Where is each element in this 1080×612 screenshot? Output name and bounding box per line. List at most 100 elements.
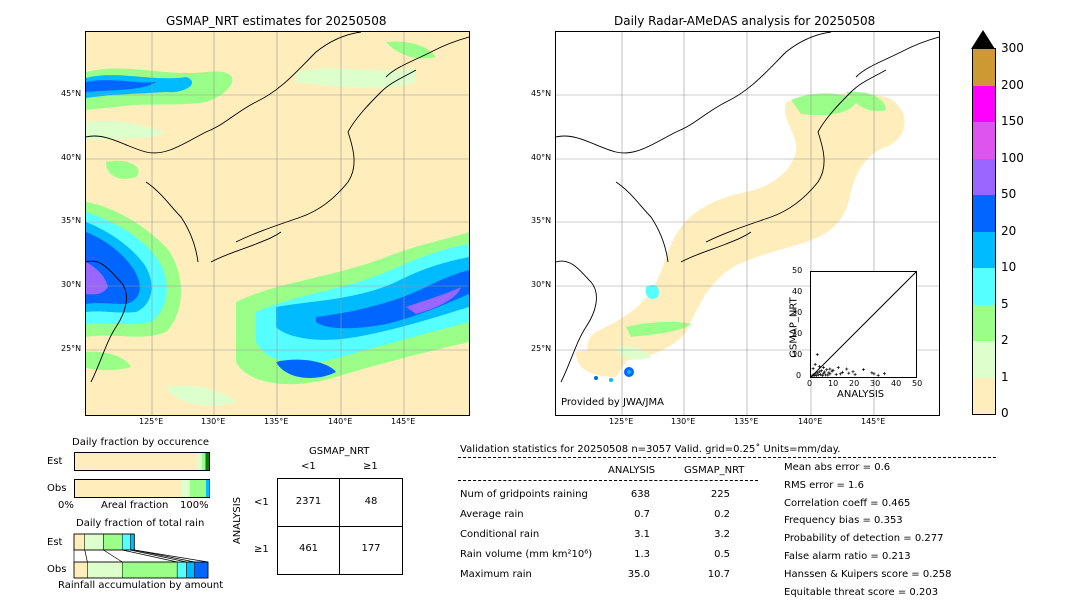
rain-est-label: Est	[47, 537, 63, 548]
gsmap-precip-field	[86, 32, 469, 415]
validation-row-gsmap: 10.7	[707, 569, 730, 580]
colorbar-label: 0	[1001, 406, 1009, 420]
scatter-plot	[810, 271, 917, 378]
rain-segment	[73, 561, 88, 579]
scatter-point	[836, 366, 840, 370]
colorbar-label: 10	[1001, 260, 1017, 274]
rain-segment	[186, 561, 195, 579]
contingency-col-lt1: <1	[301, 461, 316, 472]
lat-label-0-3: 30°N	[61, 280, 82, 289]
scatter-point	[845, 367, 849, 371]
occurrence-est-bar	[74, 452, 210, 471]
scatter-point	[851, 370, 855, 374]
validation-divider	[458, 457, 996, 458]
scatter-diagonal	[811, 272, 916, 377]
lon-label-0-3: 140°E	[328, 417, 353, 426]
lon-label-1-3: 140°E	[798, 417, 823, 426]
validation-header: Validation statistics for 20250508 n=305…	[460, 444, 841, 455]
scatter-point	[813, 362, 817, 366]
lat-label-0-0: 45°N	[61, 89, 82, 98]
rain-connector	[134, 549, 209, 563]
colorbar-label: 20	[1001, 223, 1017, 238]
colorbar-label: 5	[1001, 296, 1009, 311]
scatter-point	[872, 372, 876, 376]
contingency-row-lt1: <1	[254, 497, 269, 508]
contingency-cell-b: 48	[364, 496, 378, 507]
validation-row-analysis: 1.3	[634, 549, 650, 560]
scatter-point	[828, 372, 832, 376]
occurrence-segment	[206, 453, 209, 470]
rain-connector	[122, 549, 178, 563]
validation-row-label: Num of gridpoints raining	[460, 489, 588, 500]
colorbar-label: 150	[1001, 114, 1024, 128]
occurrence-chart-title: Daily fraction by occurence	[72, 437, 210, 448]
scatter-point	[817, 370, 821, 374]
lon-label-0-2: 135°E	[264, 417, 289, 426]
validation-score: Frequency bias = 0.353	[784, 515, 903, 527]
contingency-table: 2371 48 461 177	[277, 478, 403, 575]
lat-label-1-4: 25°N	[531, 344, 552, 353]
scatter-point	[838, 372, 842, 376]
validation-row-gsmap: 225	[710, 489, 730, 500]
rain-segment	[121, 533, 131, 551]
lon-label-1-4: 145°E	[861, 417, 886, 426]
scatter-point	[825, 368, 829, 372]
scatter-point	[862, 368, 865, 372]
rain-segment	[84, 533, 104, 551]
colorbar-segment	[973, 377, 995, 414]
validation-row-label: Rain volume (mm km²10⁶)	[460, 549, 593, 560]
scatter-marks	[811, 272, 916, 377]
colorbar-segment	[973, 231, 995, 268]
rain-segment	[87, 561, 123, 579]
gsmap-map	[85, 31, 470, 416]
lon-label-0-0: 125°E	[139, 417, 164, 426]
radar-precip-field	[556, 32, 939, 415]
rain-segment	[194, 561, 209, 579]
scatter-point	[811, 367, 815, 371]
scatter-point	[814, 374, 818, 377]
scatter-ytick: 0	[796, 371, 802, 380]
occurrence-segment	[206, 480, 210, 497]
lon-label-1-2: 135°E	[734, 417, 759, 426]
scatter-point	[883, 372, 886, 376]
scatter-xtick: 50	[912, 379, 923, 388]
colorbar-label: 300	[1001, 41, 1024, 55]
lon-label-1-1: 130°E	[671, 417, 696, 426]
validation-score: Mean abs error = 0.6	[784, 462, 891, 473]
colorbar-segment	[973, 195, 995, 232]
scatter-point	[870, 371, 874, 375]
colorbar-label: 50	[1001, 187, 1017, 201]
scatter-ytick: 30	[792, 308, 803, 317]
scatter-point	[813, 372, 817, 376]
scatter-ytick: 50	[792, 266, 803, 275]
occurrence-obs-label: Obs	[47, 483, 67, 494]
validation-row-analysis: 0.7	[634, 509, 650, 520]
lon-label-0-1: 130°E	[201, 417, 226, 426]
rain-connector	[103, 549, 123, 563]
occurrence-segment	[190, 480, 208, 497]
scatter-point	[817, 365, 821, 368]
rain-segment	[130, 533, 135, 551]
colorbar-segment	[973, 341, 995, 378]
rain-connector	[84, 549, 88, 563]
colorbar-segment	[973, 158, 995, 195]
scatter-point	[815, 353, 819, 357]
scatter-ytick: 10	[792, 350, 803, 359]
contingency-row-ge1: ≥1	[254, 544, 269, 555]
rain-xlabel: Rainfall accumulation by amount	[58, 580, 224, 591]
scatter-ytick: 20	[792, 329, 803, 338]
rain-connector	[134, 549, 195, 563]
scatter-point	[822, 366, 826, 370]
scatter-ylabel: GSMAP_NRT	[788, 297, 800, 358]
scatter-point	[876, 373, 880, 377]
validation-row-gsmap: 0.5	[714, 549, 730, 560]
validation-score: Correlation coeff = 0.465	[784, 497, 911, 509]
contingency-cell-c: 461	[298, 543, 319, 554]
validation-score: RMS error = 1.6	[784, 479, 864, 491]
lat-label-1-0: 45°N	[531, 89, 552, 98]
rain-fraction-bars	[73, 533, 209, 579]
colorbar	[972, 48, 996, 415]
lat-label-0-4: 25°N	[61, 344, 82, 353]
scatter-point	[815, 371, 819, 375]
contingency-title: GSMAP_NRT	[309, 446, 370, 457]
